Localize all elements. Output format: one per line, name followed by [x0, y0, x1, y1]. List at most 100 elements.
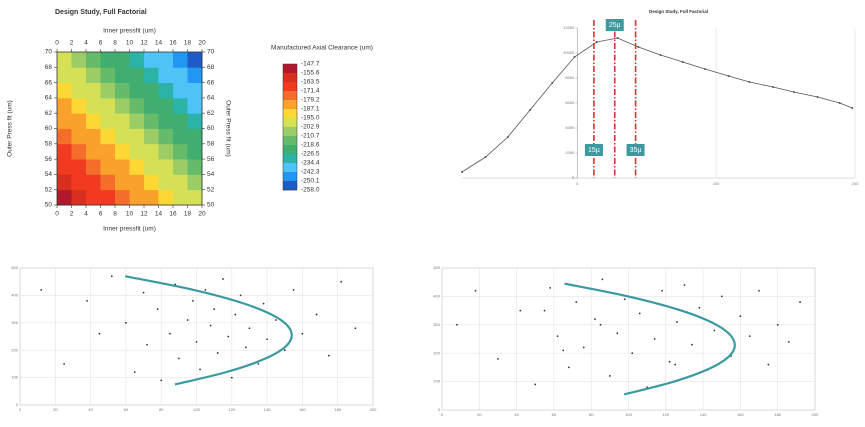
- contour-cell: [115, 97, 130, 114]
- scatter-point: [599, 323, 602, 326]
- contour-cell: [100, 143, 116, 160]
- scatter-point: [698, 306, 701, 309]
- plot-frame: [19, 267, 374, 406]
- contour-cell: [71, 52, 87, 68]
- colorbar-label: -179.2: [301, 97, 320, 104]
- x-tick-label: 100: [713, 181, 720, 186]
- contour-cell: [86, 97, 101, 114]
- y-tick-label: 0: [438, 407, 441, 412]
- contour-cell: [86, 52, 101, 68]
- y-tick-label: 64: [207, 95, 215, 102]
- contour-cell: [57, 82, 72, 99]
- colorbar-label: -155.6: [301, 70, 320, 77]
- y-tick-label: 300: [11, 320, 18, 325]
- scatter-point: [156, 308, 159, 310]
- contour-cell: [129, 128, 145, 145]
- contour-cell: [144, 189, 159, 206]
- contour-cell: [144, 82, 159, 99]
- x-tick-label: 120: [228, 407, 235, 412]
- y-tick-label: 500: [433, 265, 440, 270]
- colorbar-label: -187.1: [301, 106, 320, 113]
- contour-cell: [144, 52, 159, 68]
- line-series: [461, 37, 853, 173]
- scatter-point: [142, 291, 145, 294]
- line-point: [461, 171, 463, 173]
- scatter-point: [283, 349, 286, 352]
- scatter-point: [638, 312, 641, 315]
- line-point: [816, 96, 819, 98]
- colorbar-label: -226.5: [301, 151, 320, 158]
- contour-cell: [115, 52, 130, 68]
- line-point: [792, 91, 795, 93]
- scatter-point: [653, 338, 656, 340]
- y-tick-label: 300: [433, 322, 440, 327]
- contour-cell: [129, 97, 145, 114]
- y-axis-label: Outer Press fit (um): [7, 100, 14, 157]
- x-tick-label: 20: [198, 40, 206, 47]
- scatter-point: [497, 357, 499, 360]
- contour-cell: [144, 97, 159, 114]
- marker-label: 25µ: [609, 22, 621, 29]
- x-axis-label: Inner pressfit (um): [103, 28, 156, 35]
- scatter-point: [86, 299, 88, 302]
- contour-cell: [158, 113, 174, 129]
- y-tick-label: 70: [207, 49, 215, 56]
- colorbar-band: [283, 118, 297, 128]
- contour-cell: [100, 52, 116, 68]
- scatter-point: [257, 363, 260, 365]
- x-axis-label: Inner pressfit (um): [103, 226, 156, 233]
- scatter-point: [262, 302, 265, 305]
- contour-cell: [144, 128, 159, 145]
- contour-cell: [57, 128, 72, 145]
- scatter-point: [608, 375, 611, 377]
- scatter-point: [327, 354, 330, 357]
- contour-cell: [187, 159, 203, 175]
- x-tick-label: 80: [589, 412, 594, 417]
- contour-cell: [187, 143, 203, 160]
- scatter-point: [758, 289, 760, 292]
- line-point: [551, 82, 554, 84]
- y-tick-label: 60: [207, 125, 215, 132]
- scatter-point: [787, 340, 790, 343]
- x-tick-label: 2: [70, 40, 74, 47]
- scatter-point: [160, 379, 163, 382]
- chart-title: Design Study, Full Factorial: [55, 9, 147, 16]
- contour-cell: [100, 189, 116, 206]
- y-tick-label: 0: [16, 402, 19, 407]
- contour-cell: [115, 174, 130, 191]
- line-point: [637, 46, 640, 48]
- line-point: [748, 81, 751, 83]
- contour-cell: [129, 189, 145, 206]
- contour-cell: [144, 159, 159, 175]
- scatter-point: [676, 321, 678, 323]
- colorbar-band: [283, 100, 297, 110]
- contour-cell: [86, 67, 101, 83]
- x-tick-label: 120: [662, 412, 669, 417]
- chart-title: Design Study, Full Factorial: [649, 9, 708, 14]
- y-tick-label: 400: [11, 292, 18, 297]
- contour-cell: [173, 128, 188, 145]
- y-tick-label: 50: [207, 202, 215, 209]
- scatter-point: [543, 309, 546, 312]
- colorbar-band: [283, 145, 297, 155]
- scatter-point: [213, 308, 216, 310]
- contour-cell: [71, 174, 87, 191]
- x-tick-label: 20: [477, 412, 482, 417]
- contour-cell: [57, 174, 72, 191]
- scatter-point: [674, 363, 677, 366]
- y-tick-label: 66: [45, 79, 53, 86]
- x-tick-label: 60: [552, 412, 557, 417]
- x-tick-label: 6: [99, 211, 103, 218]
- colorbar-band: [283, 109, 297, 119]
- scatter-point: [222, 278, 224, 280]
- contour-cell: [158, 128, 174, 145]
- line-point: [595, 41, 598, 43]
- contour-cell: [144, 174, 159, 191]
- colorbar-frame: [282, 63, 298, 191]
- scatter-point: [63, 363, 66, 365]
- contour-cell: [187, 52, 203, 68]
- contour-cell: [187, 189, 203, 206]
- contour-cell: [115, 189, 130, 206]
- contour-cell: [173, 67, 188, 83]
- scatter-point: [776, 323, 779, 326]
